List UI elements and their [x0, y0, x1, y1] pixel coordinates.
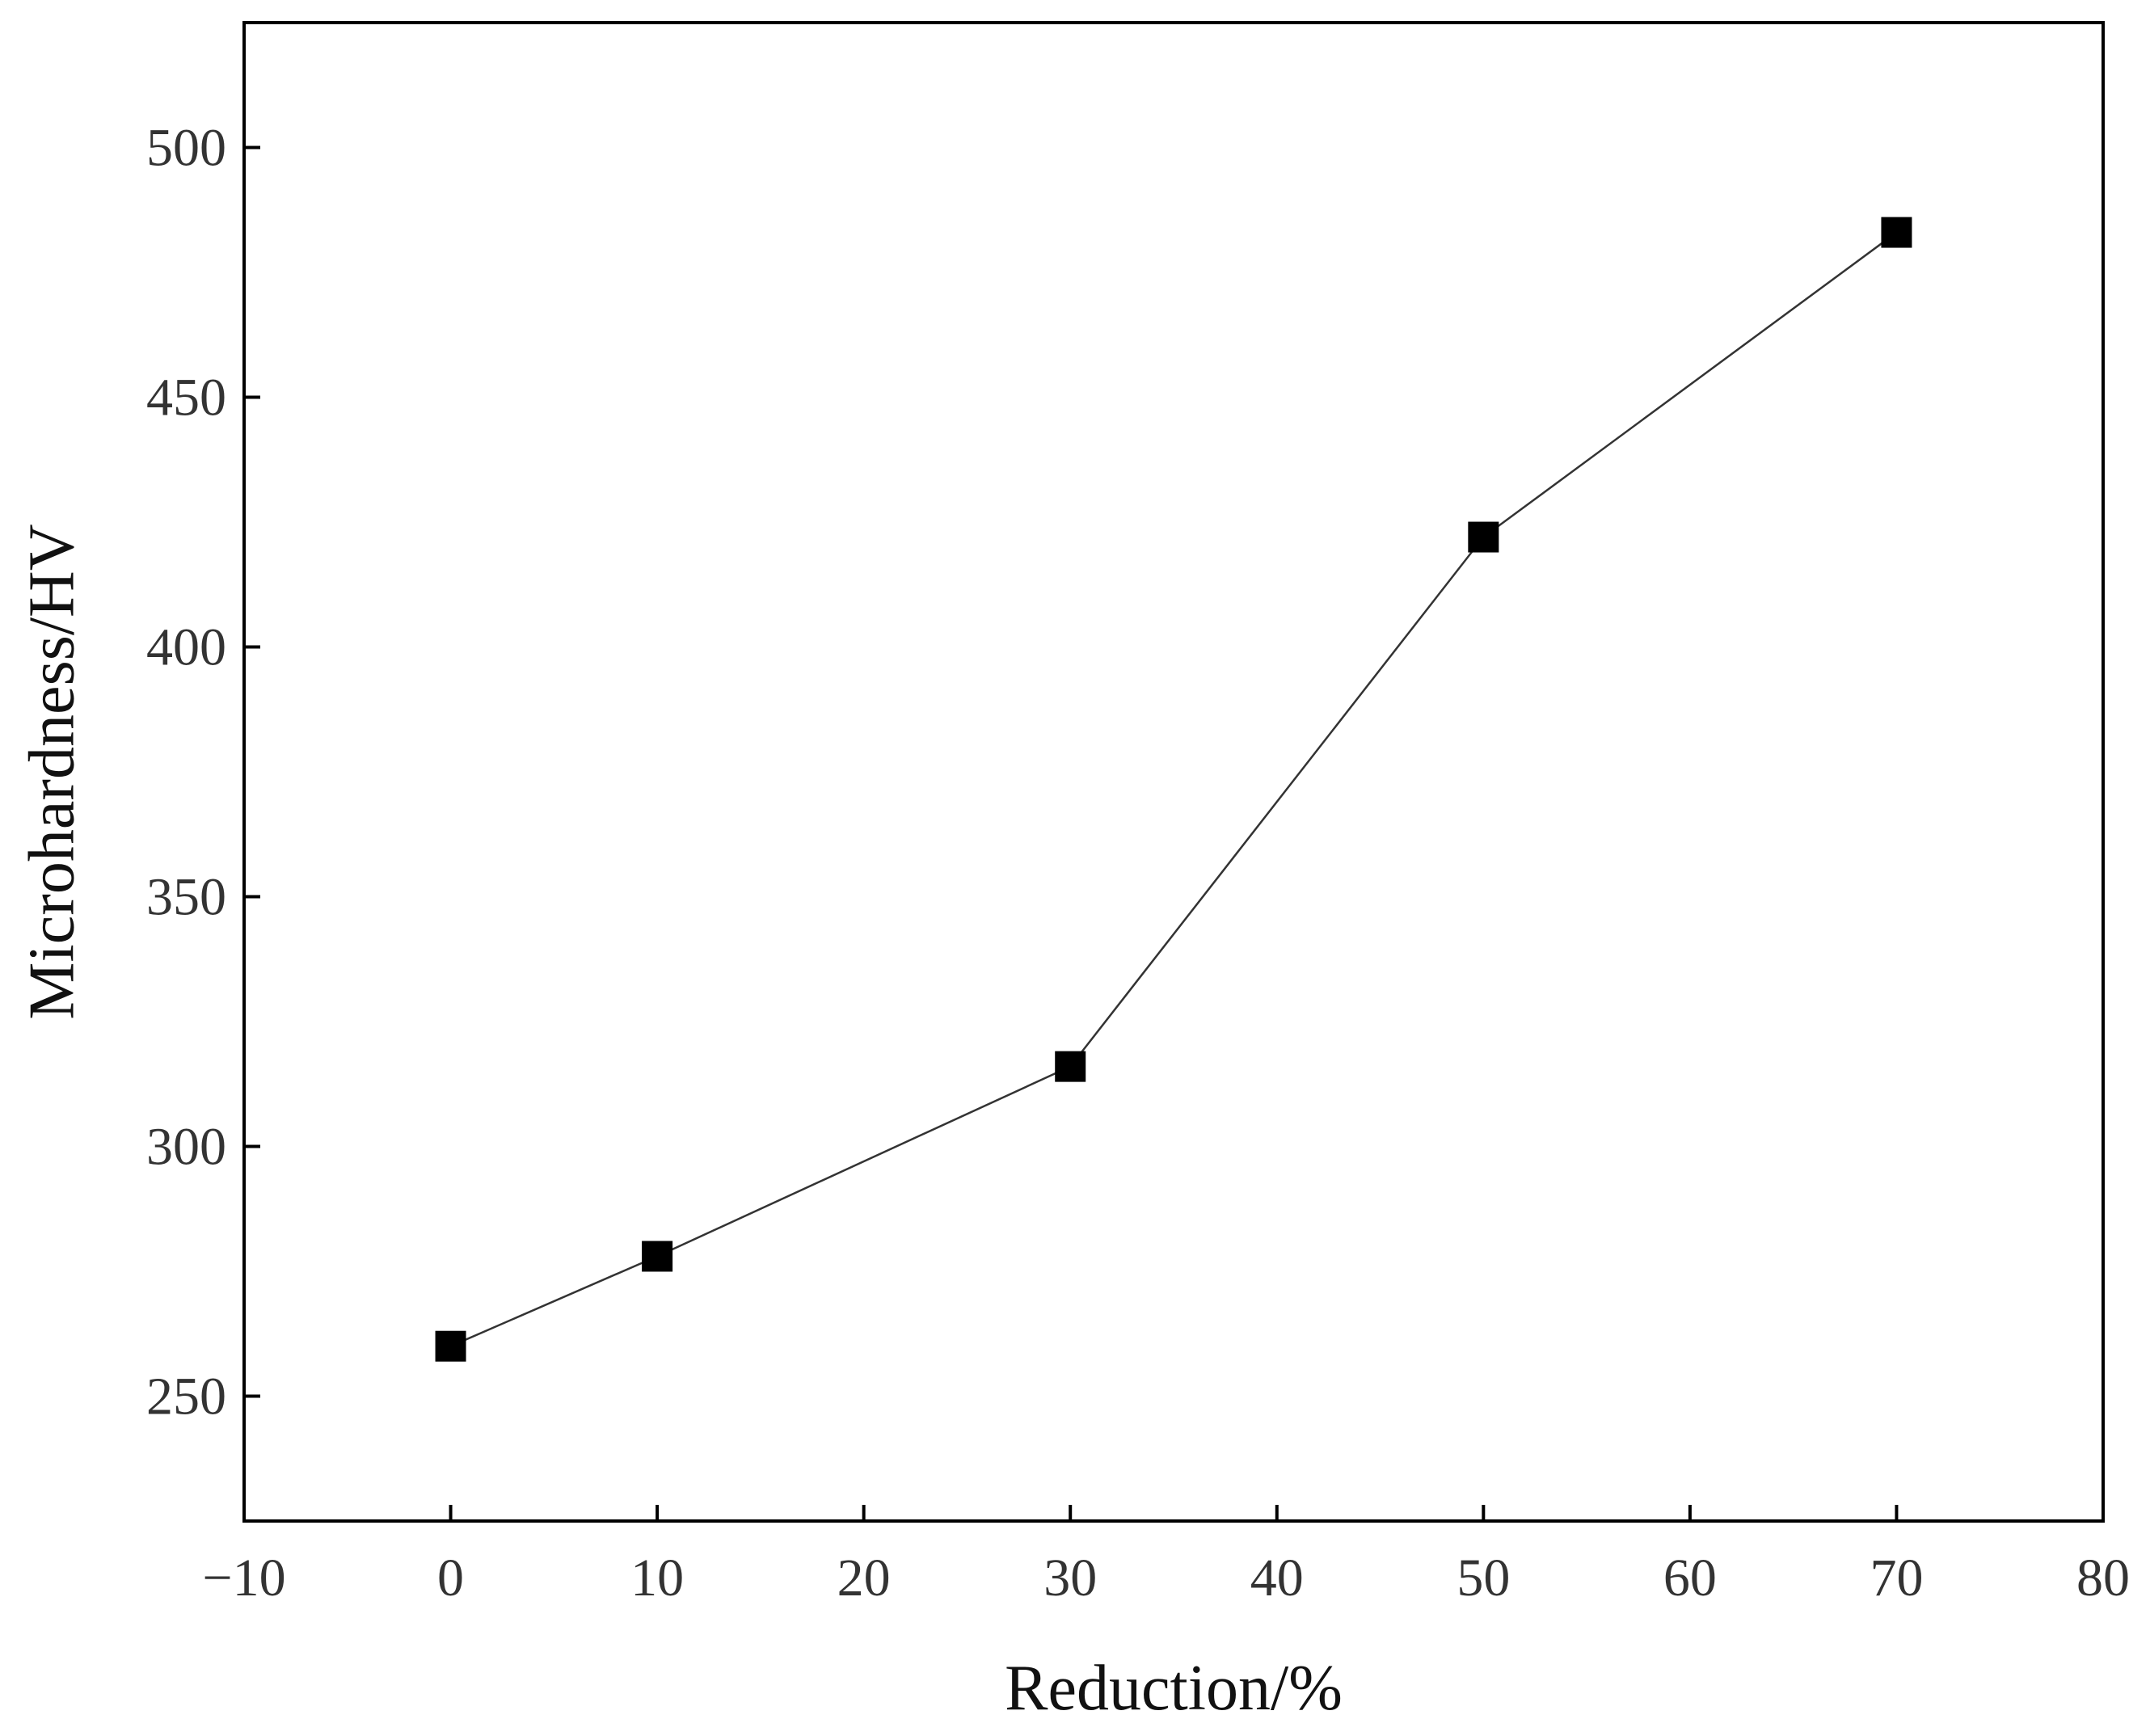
- y-axis-ticks: 250 300 350 400 450 500: [146, 119, 260, 1426]
- x-axis-ticks: −10 0 10 20 30 40 50 60 70 80: [202, 1505, 2130, 1607]
- x-tick-label: 30: [1043, 1548, 1097, 1607]
- x-axis-title: Reduction/%: [1005, 1653, 1343, 1724]
- x-tick-label: 10: [630, 1548, 684, 1607]
- y-tick-label: 500: [146, 119, 226, 178]
- x-tick-label: 80: [2076, 1548, 2130, 1607]
- x-tick-label: 0: [437, 1548, 464, 1607]
- data-point: [1881, 217, 1912, 248]
- x-tick-label: 40: [1250, 1548, 1304, 1607]
- series-markers: [435, 217, 1912, 1362]
- x-tick-label: −10: [202, 1548, 285, 1607]
- y-tick-label: 300: [146, 1118, 226, 1177]
- x-tick-label: 70: [1870, 1548, 1923, 1607]
- y-tick-label: 400: [146, 618, 226, 677]
- y-tick-label: 250: [146, 1367, 226, 1426]
- y-tick-label: 450: [146, 369, 226, 428]
- data-point: [435, 1330, 466, 1362]
- data-point: [1055, 1051, 1086, 1082]
- plot-area-frame: [242, 21, 2105, 1523]
- x-tick-label: 60: [1663, 1548, 1717, 1607]
- data-point: [642, 1241, 673, 1272]
- x-tick-label: 20: [837, 1548, 891, 1607]
- series-line: [450, 231, 1898, 1347]
- x-tick-label: 50: [1457, 1548, 1510, 1607]
- y-tick-label: 350: [146, 868, 226, 927]
- data-point: [1468, 521, 1499, 553]
- y-axis-title: Microhardness/HV: [16, 524, 87, 1019]
